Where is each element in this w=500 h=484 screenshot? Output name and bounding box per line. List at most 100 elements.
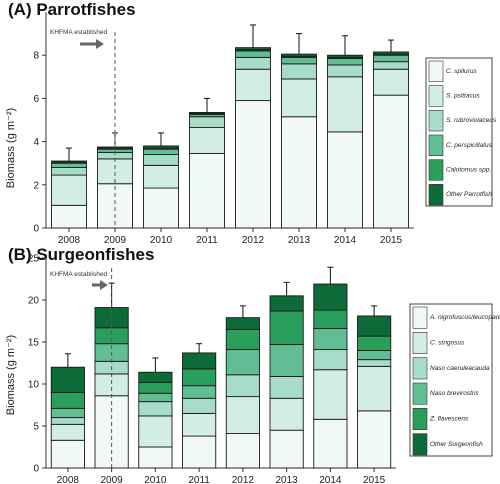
- bar-segment-2015-1: [373, 68, 409, 96]
- bar-segment-2013-0: [281, 116, 317, 229]
- x-tick-label: 2012: [242, 235, 265, 246]
- x-tick-label: 2010: [150, 235, 173, 246]
- bar-segment-2015-5: [373, 51, 409, 55]
- bar-segment-2014-5: [313, 283, 348, 311]
- bar-segment-2008-1: [51, 174, 87, 206]
- bar-segment-2012-3: [225, 349, 260, 376]
- bar-segment-2010-5: [143, 145, 179, 149]
- bar-segment-2011-0: [189, 153, 225, 229]
- x-tick-label: 2015: [380, 235, 403, 246]
- establishment-annotation: KHFMA established: [50, 29, 107, 36]
- bar-segment-2013-2: [281, 63, 317, 80]
- bar-segment-2011-4: [182, 368, 217, 387]
- bar-segment-2014-5: [327, 54, 363, 58]
- legend-swatch: [412, 408, 428, 430]
- establishment-annotation: KHFMA established: [50, 271, 107, 278]
- bar-segment-2015-0: [357, 410, 392, 469]
- bar-segment-2014-4: [313, 309, 348, 330]
- bar-segment-2010-4: [138, 381, 173, 394]
- legend-label: Naso brevirostris: [430, 390, 480, 397]
- legend-label: Calotomus spp.: [446, 167, 491, 174]
- bar-segment-2015-4: [357, 335, 392, 351]
- panel-b-title: (B) Surgeonfishes: [8, 245, 154, 264]
- bar-segment-2014-3: [327, 57, 363, 66]
- bar-segment-2012-1: [225, 396, 260, 435]
- bar-segment-2010-3: [138, 392, 173, 403]
- x-tick-label: 2011: [196, 235, 218, 246]
- bar-segment-2015-5: [357, 315, 392, 337]
- surgeonfish-panel: (B) Surgeonfishes Biomass (g m⁻²) 0 5 10 15…: [5, 245, 500, 484]
- legend-label: C. perspicillatus: [446, 142, 493, 149]
- y-tick-label: 5: [33, 422, 39, 433]
- legend-swatch: [428, 60, 444, 82]
- bar-segment-2008-4: [50, 391, 85, 409]
- legend-label: S. psittacus: [446, 93, 480, 100]
- y-tick-label: 15: [28, 338, 40, 349]
- bar-segment-2009-0: [97, 183, 133, 229]
- x-tick-label: 2010: [144, 475, 167, 484]
- legend-swatch: [412, 357, 428, 380]
- panel-a-title: (A) Parrotfishes: [8, 0, 136, 19]
- legend-label: S. rubroviolaceus: [446, 117, 497, 124]
- bar-segment-2010-2: [138, 401, 173, 417]
- bar-segment-2011-0: [182, 435, 217, 469]
- legend-label: Naso caeruleacauda: [430, 365, 490, 372]
- legend-swatch: [412, 306, 428, 329]
- bar-segment-2010-5: [138, 371, 173, 383]
- bar-segment-2011-1: [189, 127, 225, 154]
- bar-segment-2011-3: [182, 385, 217, 399]
- bar-segment-2008-5: [51, 160, 87, 163]
- bar-segment-2014-3: [313, 328, 348, 351]
- bar-segment-2013-0: [269, 429, 304, 469]
- legend-label: Other Surgeonfish: [430, 441, 483, 448]
- x-tick-label: 2013: [288, 235, 311, 246]
- y-tick-label: 0: [33, 464, 39, 475]
- panel-a-y-axis-label: Biomass (g m⁻²): [5, 108, 17, 188]
- legend-label: C. strigosus: [430, 340, 465, 347]
- x-tick-label: 2012: [232, 475, 255, 484]
- legend-label: C. spilurus: [446, 68, 477, 75]
- bar-segment-2012-4: [225, 328, 260, 351]
- x-tick-label: 2009: [104, 235, 127, 246]
- bar-segment-2013-1: [281, 78, 317, 118]
- bar-segment-2013-2: [269, 375, 304, 399]
- bar-segment-2010-0: [143, 187, 179, 229]
- y-tick-label: 2: [33, 180, 39, 191]
- x-tick-label: 2009: [101, 475, 124, 484]
- legend-swatch: [428, 184, 444, 206]
- y-tick-label: 8: [33, 51, 39, 62]
- legend-swatch: [412, 332, 428, 354]
- legend-swatch: [412, 382, 428, 405]
- bar-segment-2010-2: [143, 154, 179, 166]
- legend-swatch: [428, 110, 444, 132]
- bar-segment-2010-3: [143, 148, 179, 156]
- y-tick-label: 10: [28, 380, 40, 391]
- bar-segment-2014-2: [313, 349, 348, 371]
- bar-segment-2008-3: [50, 407, 85, 419]
- x-tick-label: 2014: [334, 235, 357, 246]
- bar-segment-2011-2: [182, 397, 217, 414]
- bar-segment-2011-5: [189, 111, 225, 114]
- x-tick-label: 2008: [57, 475, 80, 484]
- bar-segment-2012-2: [225, 374, 260, 398]
- bar-segment-2008-1: [50, 423, 85, 441]
- bar-segment-2012-1: [235, 68, 271, 102]
- y-tick-label: 0: [33, 224, 39, 235]
- panel-b-y-axis-label: Biomass (g m⁻²): [5, 335, 17, 415]
- bar-segment-2015-0: [373, 94, 409, 229]
- bar-segment-2012-5: [225, 317, 260, 330]
- bar-segment-2012-0: [235, 100, 271, 229]
- panel-b-legend: [409, 303, 493, 457]
- annotation-arrow-head: [100, 280, 108, 290]
- x-tick-label: 2014: [319, 475, 342, 484]
- legend-swatch: [428, 85, 444, 107]
- bar-segment-2011-2: [189, 116, 225, 129]
- legend-label: Other Parrotfish: [446, 191, 492, 198]
- x-tick-label: 2015: [363, 475, 386, 484]
- legend-swatch: [412, 433, 428, 456]
- bar-segment-2013-3: [281, 56, 317, 65]
- x-tick-label: 2008: [58, 235, 81, 246]
- legend-swatch: [428, 159, 444, 181]
- legend-label: Z. flavescens: [429, 416, 469, 423]
